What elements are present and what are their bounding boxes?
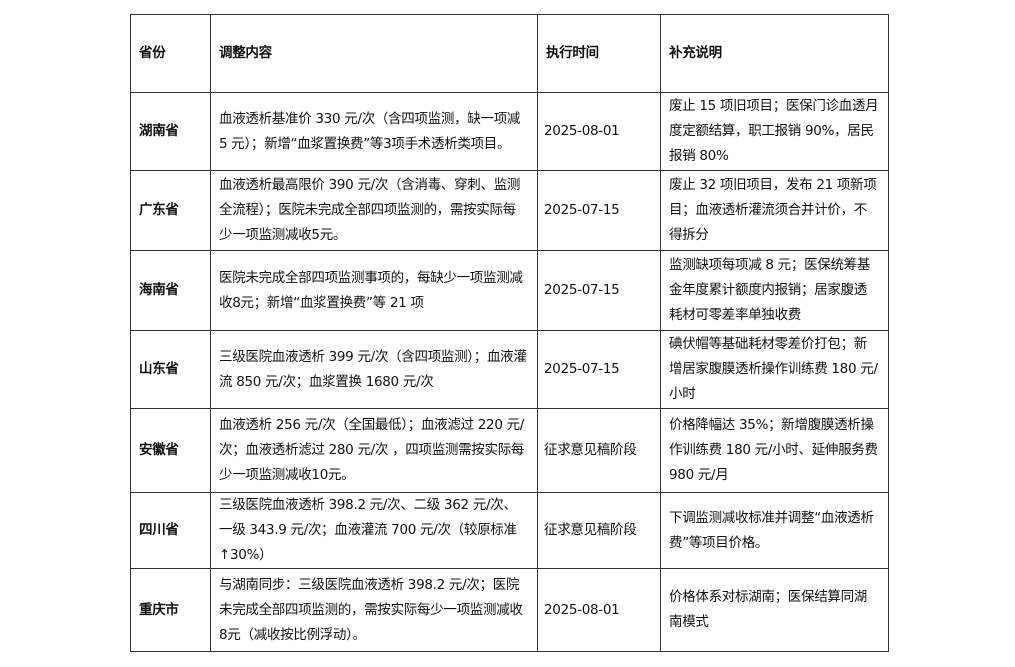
time-cell: 征求意见稿阶段 xyxy=(537,408,661,493)
header-content: 调整内容 xyxy=(210,14,538,93)
time-cell: 2025-07-15 xyxy=(537,330,661,409)
table-row: 重庆市 与湖南同步：三级医院血液透析 398.2 元/次；医院未完成全部四项监测的… xyxy=(130,568,889,652)
content-cell: 医院未完成全部四项监测事项的，每缺少一项监测减收8元；新增“血浆置换费”等 21… xyxy=(210,250,538,331)
time-cell: 2025-07-15 xyxy=(537,250,661,331)
province-cell: 湖南省 xyxy=(130,92,211,171)
note-cell: 价格降幅达 35%；新增腹膜透析操作训练费 180 元/小时、延伸服务费 980… xyxy=(660,408,889,493)
time-cell: 2025-08-01 xyxy=(537,92,661,171)
content-cell: 血液透析基准价 330 元/次（含四项监测，缺一项减 5 元）；新增“血浆置换费… xyxy=(210,92,538,171)
note-cell: 下调监测减收标准并调整“血液透析费”等项目价格。 xyxy=(660,492,889,569)
province-cell: 四川省 xyxy=(130,492,211,569)
table-row: 四川省 三级医院血液透析 398.2 元/次、二级 362 元/次、一级 343.… xyxy=(130,492,889,569)
table-row: 安徽省 血液透析 256 元/次（全国最低）；血液滤过 220 元/次；血液透析滤… xyxy=(130,408,889,493)
time-cell: 2025-07-15 xyxy=(537,170,661,251)
table-header-row: 省份 调整内容 执行时间 补充说明 xyxy=(130,14,889,93)
note-cell: 废止 32 项旧项目，发布 21 项新项目；血液透析灌流须合并计价，不得拆分 xyxy=(660,170,889,251)
table-row: 湖南省 血液透析基准价 330 元/次（含四项监测，缺一项减 5 元）；新增“血浆… xyxy=(130,92,889,171)
table-row: 广东省 血液透析最高限价 390 元/次（含消毒、穿刺、监测全流程）；医院未完成全… xyxy=(130,170,889,251)
note-cell: 监测缺项每项减 8 元；医保统筹基金年度累计额度内报销；居家腹透耗材可零差率单独… xyxy=(660,250,889,331)
province-cell: 安徽省 xyxy=(130,408,211,493)
price-adjustment-table: 省份 调整内容 执行时间 补充说明 湖南省 血液透析基准价 330 元/次（含四项… xyxy=(130,14,889,652)
content-cell: 血液透析 256 元/次（全国最低）；血液滤过 220 元/次；血液透析滤过 2… xyxy=(210,408,538,493)
note-cell: 价格体系对标湖南；医保结算同湖南模式 xyxy=(660,568,889,652)
time-cell: 征求意见稿阶段 xyxy=(537,492,661,569)
content-cell: 三级医院血液透析 398.2 元/次、二级 362 元/次、一级 343.9 元… xyxy=(210,492,538,569)
content-cell: 血液透析最高限价 390 元/次（含消毒、穿刺、监测全流程）；医院未完成全部四项… xyxy=(210,170,538,251)
province-cell: 广东省 xyxy=(130,170,211,251)
table-row: 山东省 三级医院血液透析 399 元/次（含四项监测）；血液灌流 850 元/次；… xyxy=(130,330,889,409)
province-cell: 海南省 xyxy=(130,250,211,331)
note-cell: 碘伏帽等基础耗材零差价打包；新增居家腹膜透析操作训练费 180 元/小时 xyxy=(660,330,889,409)
header-time: 执行时间 xyxy=(537,14,661,93)
province-cell: 山东省 xyxy=(130,330,211,409)
content-cell: 三级医院血液透析 399 元/次（含四项监测）；血液灌流 850 元/次；血浆置… xyxy=(210,330,538,409)
content-cell: 与湖南同步：三级医院血液透析 398.2 元/次；医院未完成全部四项监测的，需按… xyxy=(210,568,538,652)
header-note: 补充说明 xyxy=(660,14,889,93)
province-cell: 重庆市 xyxy=(130,568,211,652)
time-cell: 2025-08-01 xyxy=(537,568,661,652)
header-province: 省份 xyxy=(130,14,211,93)
note-cell: 废止 15 项旧项目；医保门诊血透月度定额结算，职工报销 90%，居民报销 80… xyxy=(660,92,889,171)
table-row: 海南省 医院未完成全部四项监测事项的，每缺少一项监测减收8元；新增“血浆置换费”等… xyxy=(130,250,889,331)
